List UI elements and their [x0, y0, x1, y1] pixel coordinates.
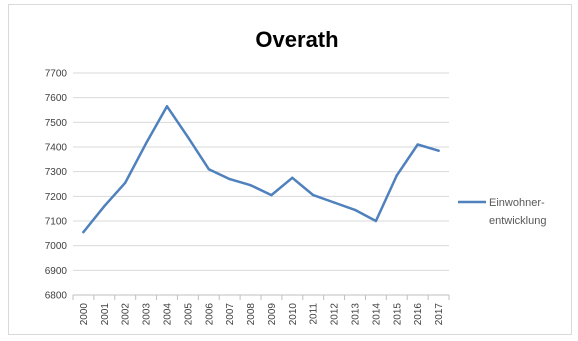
legend-label: Einwohner-entwicklung [489, 197, 546, 227]
x-tick-label: 2001 [100, 303, 111, 326]
data-point [165, 105, 169, 108]
x-tick-label: 2013 [351, 303, 362, 326]
y-tick-label: 6800 [45, 291, 68, 302]
data-point [291, 176, 294, 180]
data-point [437, 149, 440, 152]
x-tick-label: 2015 [392, 303, 403, 326]
x-tick-label: 2009 [267, 303, 278, 326]
y-tick-label: 7600 [45, 93, 68, 104]
series-line [82, 105, 440, 234]
data-point [228, 177, 231, 181]
data-point [332, 201, 336, 204]
data-point [374, 219, 378, 223]
data-point [124, 181, 127, 184]
y-tick-label: 7200 [45, 192, 68, 203]
series-layer [82, 105, 440, 234]
x-tick-label: 2010 [288, 303, 299, 326]
axes: 6800 6900 7000 7100 7200 7300 7400 7500 7600 7700… [45, 69, 450, 326]
data-point [82, 230, 85, 234]
x-tick-label: 2002 [121, 303, 132, 326]
x-tick-label: 2011 [309, 303, 320, 325]
x-tick-label: 2017 [434, 303, 445, 326]
data-point [207, 168, 210, 171]
x-tick-label: 2008 [246, 303, 257, 326]
y-tick-label: 7100 [45, 217, 68, 228]
y-tick-label: 6900 [45, 266, 68, 277]
data-point [312, 193, 315, 197]
x-tick-label: 2005 [183, 303, 194, 326]
legend-label-line: entwicklung [489, 215, 546, 227]
data-point [249, 184, 252, 187]
data-point [144, 142, 148, 145]
data-point [103, 205, 106, 208]
data-point [186, 135, 190, 139]
legend: Einwohner-entwicklung [458, 197, 546, 227]
x-tick-label: 2007 [225, 303, 236, 326]
data-point [353, 208, 357, 212]
x-tick-label: 2016 [413, 303, 424, 326]
x-tick-label: 2012 [330, 303, 341, 326]
x-tick-label: 2006 [204, 303, 215, 326]
y-tick-label: 7300 [45, 167, 68, 178]
line-chart: Overath 6800 6900 7000 7100 7200 7300 7400 7500… [45, 27, 547, 326]
y-tick-label: 7000 [45, 241, 68, 252]
legend-label-line: Einwohner- [489, 197, 545, 209]
data-point [416, 143, 419, 146]
gridlines [73, 72, 449, 296]
x-tick-label: 2000 [79, 303, 90, 326]
x-tick-label: 2003 [142, 303, 153, 326]
data-point [395, 174, 398, 177]
chart-title: Overath [255, 27, 338, 52]
x-tick-label: 2004 [163, 303, 174, 326]
y-tick-label: 7700 [45, 69, 68, 80]
data-point [270, 193, 273, 197]
x-tick-label: 2014 [371, 303, 382, 326]
y-tick-label: 7400 [45, 143, 68, 154]
chart-frame: Overath 6800 6900 7000 7100 7200 7300 7400 7500… [8, 4, 572, 335]
y-tick-label: 7500 [45, 118, 68, 129]
